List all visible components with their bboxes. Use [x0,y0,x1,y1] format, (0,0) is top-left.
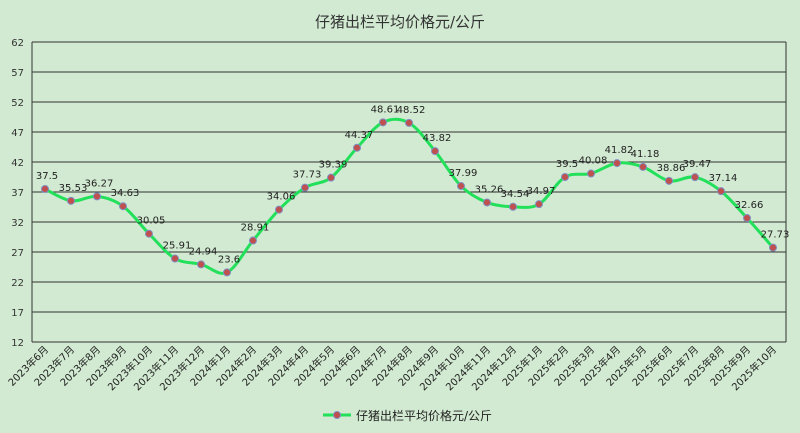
data-point [405,118,413,127]
data-point [301,183,309,192]
data-point [41,185,49,193]
data-label: 32.66 [735,200,764,211]
data-label: 48.61 [371,104,400,115]
data-label: 39.39 [319,160,348,171]
data-label: 34.63 [111,188,140,199]
data-point [379,118,387,127]
y-tick-label: 47 [11,128,24,139]
y-tick-label: 27 [11,248,24,259]
series-line [44,117,775,275]
data-point [535,200,543,209]
data-point [717,187,725,196]
data-label: 28.91 [241,223,270,234]
data-point [119,202,127,211]
data-label: 34.97 [527,186,556,197]
data-point [223,268,231,277]
data-point [639,162,647,171]
data-label: 36.27 [85,178,114,189]
data-label: 37.99 [449,168,478,179]
data-label: 23.6 [218,254,240,265]
data-point [587,169,595,178]
data-label: 37.5 [36,171,58,182]
data-point [275,205,283,214]
data-point [431,147,439,156]
chart-title: 仔猪出栏平均价格元/公斤 [315,13,485,31]
data-label: 24.94 [189,246,218,257]
data-point [613,159,621,168]
data-label: 27.73 [761,230,790,241]
data-label: 34.54 [501,189,530,200]
data-label: 37.14 [709,173,738,184]
data-point [665,176,673,185]
data-label: 37.73 [293,170,322,181]
data-point [353,143,361,152]
data-point [327,173,335,182]
data-point [197,260,205,269]
data-label: 40.08 [579,156,608,167]
data-point [769,243,777,252]
data-point [171,254,179,263]
y-tick-label: 52 [11,98,24,109]
y-tick-label: 57 [11,68,24,79]
data-point [93,192,101,201]
data-point [483,198,491,207]
y-tick-label: 37 [11,188,24,199]
data-label: 43.82 [423,133,452,144]
data-label: 41.82 [605,145,634,156]
data-point [249,236,257,245]
y-tick-label: 12 [11,338,24,349]
y-tick-label: 32 [11,218,24,229]
y-tick-label: 62 [11,38,24,49]
y-tick-label: 17 [11,308,24,319]
legend: 仔猪出栏平均价格元/公斤 [323,408,492,423]
data-label: 30.05 [137,216,166,227]
legend-marker-swatch [333,411,341,419]
data-label: 35.53 [59,183,88,194]
data-label: 44.37 [345,130,374,141]
data-point [561,173,569,181]
data-label: 25.91 [163,241,192,252]
data-point [691,173,699,182]
data-label: 48.52 [397,105,426,116]
y-tick-label: 42 [11,158,24,169]
data-label: 38.86 [657,163,686,174]
data-label: 34.06 [267,192,296,203]
data-label: 35.26 [475,184,504,195]
data-point [457,182,465,191]
data-point [145,229,153,238]
data-point [67,196,75,205]
data-label: 41.18 [631,149,660,160]
data-label: 39.5 [556,159,578,170]
legend-label: 仔猪出栏平均价格元/公斤 [356,408,492,423]
data-label: 39.47 [683,159,712,170]
y-tick-label: 22 [11,278,24,289]
data-point [509,202,517,211]
data-point [743,214,751,223]
